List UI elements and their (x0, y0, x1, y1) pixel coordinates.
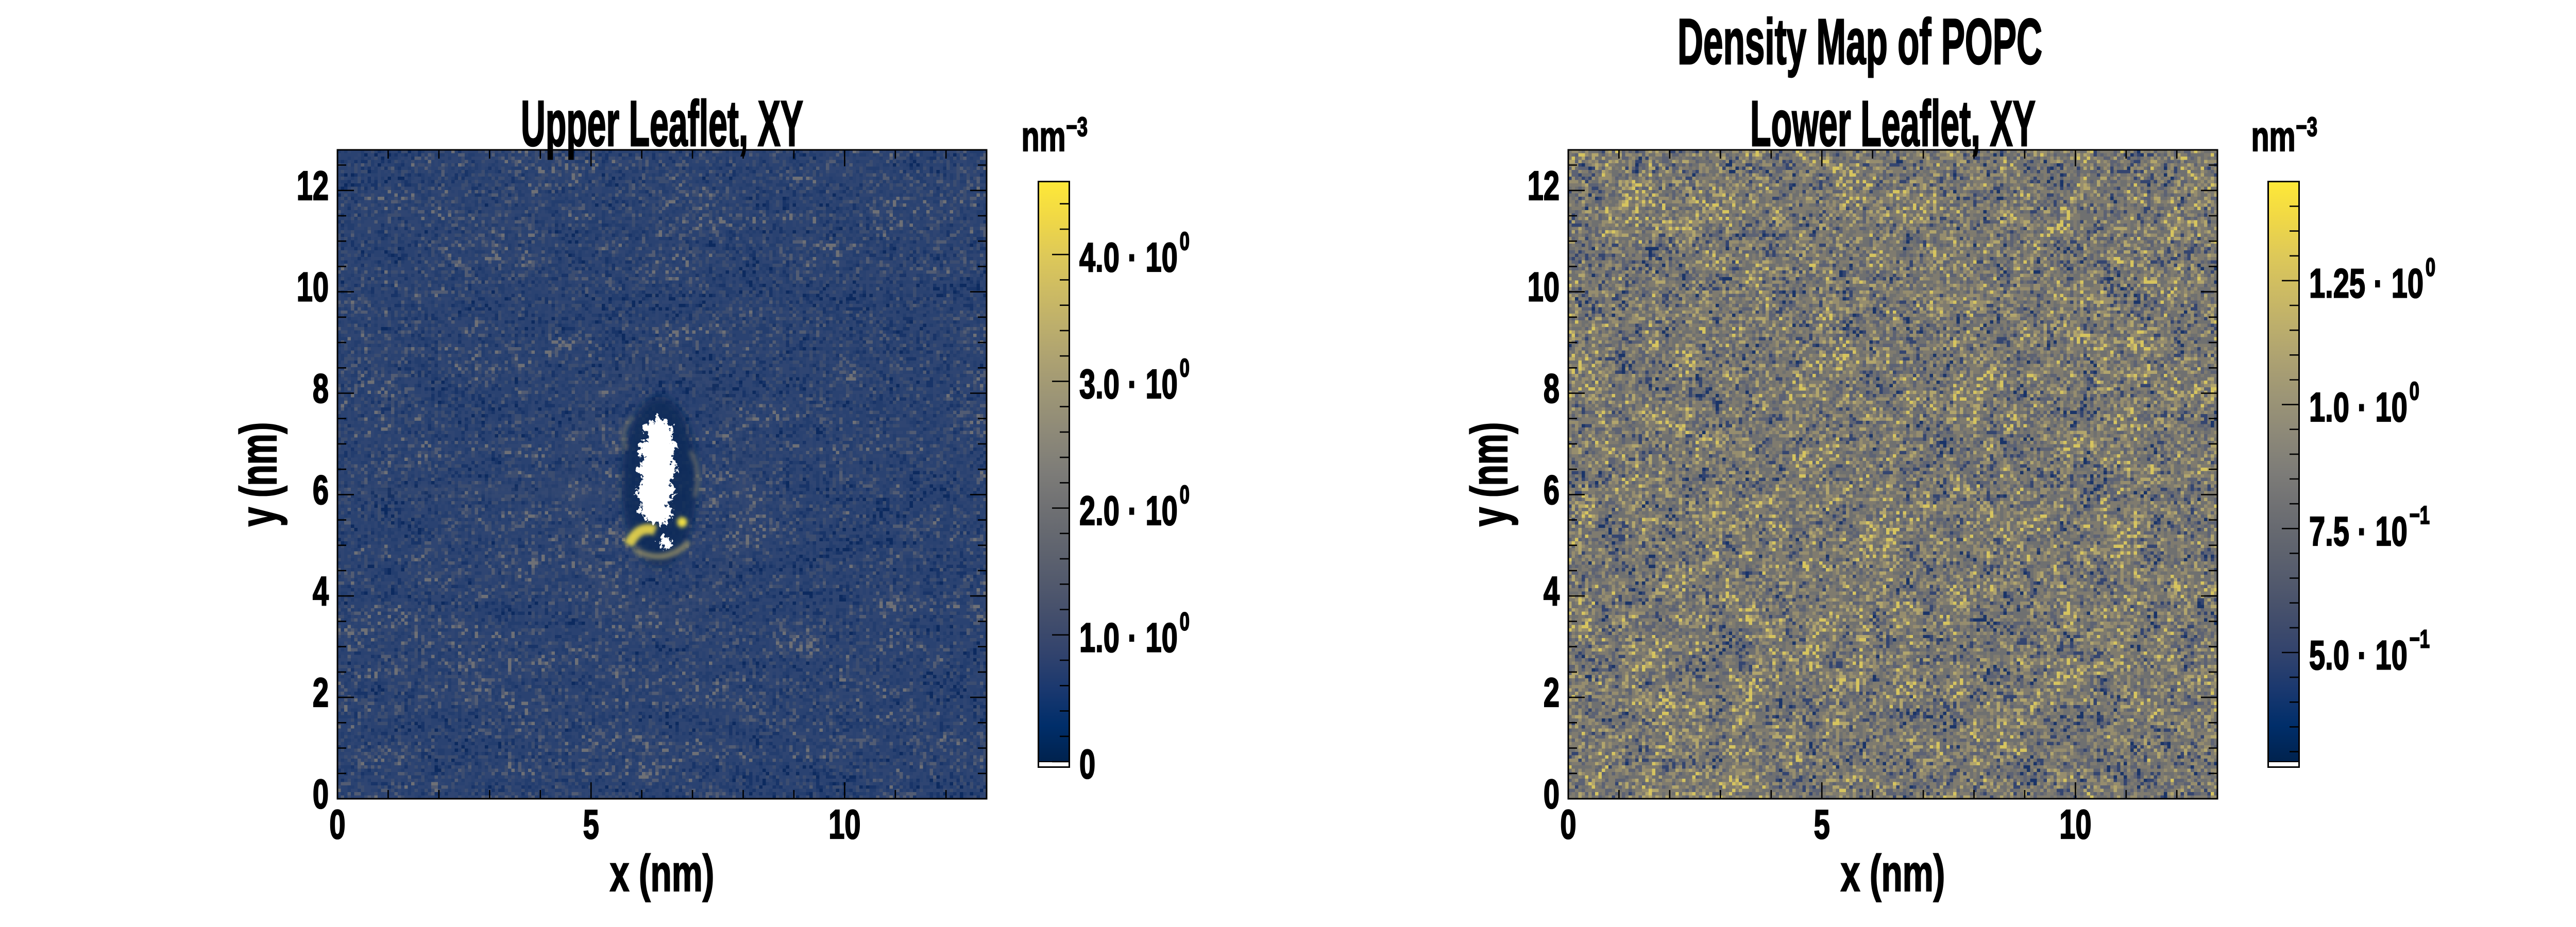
svg-text:2: 2 (313, 669, 329, 715)
svg-text:Upper Leaflet, XY: Upper Leaflet, XY (521, 88, 803, 160)
svg-text:8: 8 (313, 365, 329, 411)
svg-text:10: 10 (1146, 360, 1178, 407)
svg-text:10: 10 (2376, 384, 2408, 430)
svg-text:6: 6 (1544, 466, 1560, 512)
svg-text:12: 12 (1528, 162, 1560, 209)
svg-text:·: · (1128, 234, 1138, 280)
svg-text:10: 10 (1146, 614, 1178, 660)
svg-text:4: 4 (313, 568, 329, 614)
svg-text:2.0: 2.0 (1079, 487, 1120, 534)
svg-text:1.25: 1.25 (2309, 260, 2365, 306)
svg-text:10: 10 (1146, 487, 1178, 534)
svg-text:0: 0 (1079, 741, 1095, 787)
svg-text:0: 0 (329, 801, 345, 847)
svg-text:10: 10 (2392, 260, 2424, 306)
svg-text:4: 4 (1544, 568, 1560, 614)
svg-text:0: 0 (1180, 607, 1190, 635)
svg-text:8: 8 (1544, 365, 1560, 411)
svg-text:·: · (1128, 360, 1138, 407)
svg-text:4.0: 4.0 (1079, 234, 1120, 280)
svg-text:·: · (1128, 614, 1138, 660)
svg-text:nm: nm (1021, 113, 1065, 160)
svg-text:Lower Leaflet, XY: Lower Leaflet, XY (1750, 88, 2036, 160)
svg-text:1.0: 1.0 (1079, 614, 1120, 660)
svg-text:0: 0 (1180, 480, 1190, 508)
svg-text:0: 0 (1180, 354, 1190, 382)
svg-text:0: 0 (2410, 377, 2419, 405)
svg-text:5: 5 (583, 801, 599, 847)
svg-text:5: 5 (1814, 801, 1830, 847)
svg-text:·: · (2358, 632, 2367, 678)
svg-text:10: 10 (2059, 801, 2091, 847)
svg-text:12: 12 (297, 162, 329, 209)
svg-text:−1: −1 (2410, 501, 2430, 529)
svg-text:10: 10 (2376, 632, 2408, 678)
svg-text:−3: −3 (2296, 111, 2318, 142)
svg-text:−1: −1 (2410, 625, 2430, 653)
svg-text:2: 2 (1544, 669, 1560, 715)
svg-text:10: 10 (2376, 508, 2408, 554)
svg-text:x (nm): x (nm) (610, 845, 714, 902)
svg-text:0: 0 (1180, 227, 1190, 255)
svg-text:0: 0 (1560, 801, 1576, 847)
svg-text:6: 6 (313, 466, 329, 512)
svg-text:10: 10 (1146, 234, 1178, 280)
svg-text:nm: nm (2251, 113, 2295, 160)
svg-text:5.0: 5.0 (2309, 632, 2349, 678)
svg-text:·: · (1128, 487, 1138, 534)
svg-text:Density Map of POPC: Density Map of POPC (1677, 7, 2042, 78)
svg-text:10: 10 (1528, 264, 1560, 310)
svg-text:y (nm): y (nm) (230, 422, 287, 526)
svg-text:·: · (2358, 384, 2367, 430)
svg-text:1.0: 1.0 (2309, 384, 2349, 430)
svg-text:7.5: 7.5 (2309, 508, 2349, 554)
svg-text:10: 10 (828, 801, 860, 847)
svg-text:−3: −3 (1066, 111, 1088, 142)
svg-text:10: 10 (297, 264, 329, 310)
svg-text:x (nm): x (nm) (1841, 845, 1945, 902)
svg-text:·: · (2358, 508, 2367, 554)
svg-text:·: · (2374, 260, 2383, 306)
svg-text:y (nm): y (nm) (1461, 422, 1518, 526)
svg-text:0: 0 (313, 770, 329, 817)
svg-text:0: 0 (1544, 770, 1560, 817)
svg-text:3.0: 3.0 (1079, 360, 1120, 407)
svg-text:0: 0 (2426, 253, 2435, 281)
